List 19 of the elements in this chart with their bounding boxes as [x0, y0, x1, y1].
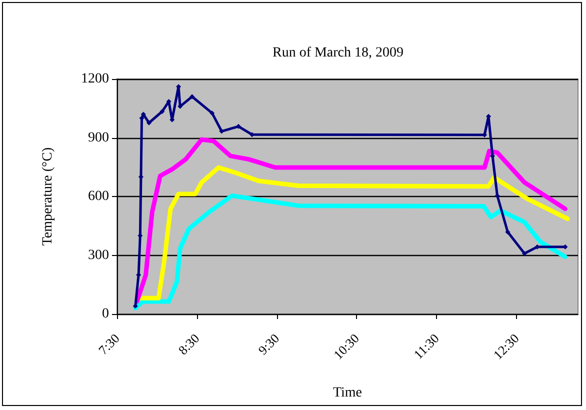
line-series: [133, 193, 568, 310]
y-tick-label: 300: [88, 248, 109, 263]
y-tick-label: 900: [88, 130, 109, 146]
point: [210, 110, 215, 116]
point: [146, 120, 152, 126]
line-series: [134, 137, 568, 304]
point: [236, 124, 241, 129]
point: [522, 250, 527, 256]
x-axis-title: Time: [332, 386, 362, 400]
y-tick-label: 0: [102, 306, 109, 322]
point: [160, 109, 165, 114]
point: [190, 94, 195, 100]
y-tick-label: 1200: [81, 72, 109, 86]
x-tick-label: 7:30: [95, 330, 122, 358]
x-tick-label: 8:30: [175, 330, 202, 358]
y-tick-label: 600: [88, 189, 109, 204]
y-axis-title: Temperature (°C): [40, 147, 56, 246]
chart-title: Run of March 18, 2009: [272, 46, 404, 60]
x-tick-label: 9:30: [255, 330, 282, 358]
